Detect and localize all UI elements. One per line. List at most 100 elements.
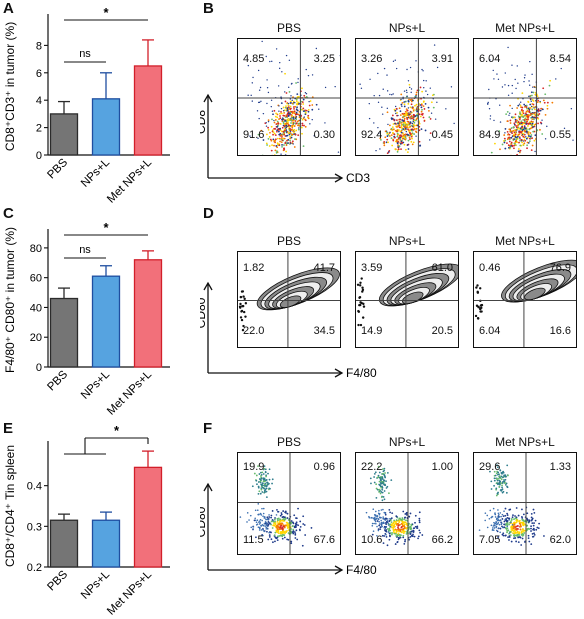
flow-event [276, 509, 278, 511]
flow-event [288, 91, 291, 93]
flow-event [262, 529, 265, 531]
flow-event [517, 514, 520, 517]
flow-event [523, 138, 526, 141]
flow-event [494, 142, 496, 145]
flow-event [381, 488, 384, 491]
flow-event [256, 519, 259, 521]
flow-event [297, 122, 300, 125]
flow-event [281, 528, 284, 531]
flow-event [509, 122, 512, 124]
flow-event [280, 534, 283, 537]
flow-event [266, 102, 268, 105]
flow-event [519, 104, 522, 107]
flow-event [400, 126, 403, 128]
quadrant-percentage-ur: 41.7 [313, 262, 335, 274]
flow-event [563, 127, 566, 130]
flow-event [536, 101, 539, 104]
flow-event [411, 122, 414, 125]
flow-event [271, 510, 274, 512]
flow-event [411, 107, 414, 110]
flow-event [404, 138, 407, 141]
flow-event [287, 538, 290, 541]
flow-event [416, 527, 419, 529]
flow-event [383, 490, 386, 492]
flow-event [399, 118, 401, 121]
flow-event [528, 80, 530, 82]
flow-contour [524, 287, 546, 301]
flow-event [429, 132, 432, 134]
panel-letter-d: D [203, 205, 214, 222]
flow-event [406, 112, 409, 115]
flow-event [265, 524, 268, 526]
flow-event [405, 116, 408, 119]
flow-event [381, 499, 384, 502]
flow-event [397, 144, 400, 147]
flow-event [510, 141, 513, 144]
flow-event [379, 523, 381, 525]
flow-plot: 29.6 1.33 7.05 62.0 [473, 452, 577, 555]
y-tick-label: 0.4 [27, 481, 42, 493]
flow-event [291, 524, 294, 527]
flow-event [531, 144, 534, 147]
flow-event [504, 482, 507, 484]
flow-event [508, 128, 511, 131]
bar [133, 259, 163, 368]
bar [91, 275, 121, 368]
flow-event [284, 518, 287, 520]
y-axis-arrowhead [203, 482, 213, 492]
flow-event [515, 540, 518, 543]
flow-event [406, 526, 408, 529]
flow-plot-title: NPs+L [388, 21, 426, 35]
flow-event [505, 113, 508, 116]
flow-event [533, 533, 536, 536]
flow-event [386, 527, 389, 530]
flow-event [396, 135, 399, 138]
flow-event [303, 124, 305, 127]
flow-event [504, 534, 507, 537]
flow-event [270, 139, 273, 142]
flow-event [523, 80, 525, 83]
flow-event [274, 115, 277, 118]
flow-event [270, 105, 272, 108]
flow-event [544, 113, 547, 116]
flow-event [287, 132, 290, 135]
flow-event [267, 119, 270, 122]
flow-event [421, 113, 424, 116]
flow-event [307, 74, 310, 77]
flow-event [267, 472, 269, 475]
flow-event [297, 113, 300, 116]
flow-event [257, 481, 260, 483]
flow-event [274, 149, 277, 152]
quadrant-percentage-lr: 16.6 [549, 325, 571, 337]
flow-event [410, 114, 413, 117]
flow-event [534, 86, 536, 88]
flow-event [383, 469, 386, 472]
flow-event [254, 536, 257, 539]
flow-event [522, 533, 525, 536]
flow-event [315, 103, 318, 106]
flow-event [388, 150, 391, 152]
flow-event [289, 135, 292, 138]
flow-event [402, 527, 404, 530]
flow-event [506, 527, 509, 530]
flow-event [529, 103, 532, 106]
flow-event [274, 134, 277, 137]
flow-event [276, 130, 278, 133]
flow-event [276, 120, 279, 123]
flow-event [541, 133, 544, 135]
flow-event [501, 518, 504, 520]
significance-label: ns [79, 244, 91, 256]
flow-event [265, 122, 267, 124]
flow-event [522, 112, 525, 115]
flow-event [517, 541, 520, 544]
flow-event [266, 516, 269, 519]
panel-letter-a: A [3, 0, 14, 17]
flow-event [285, 134, 288, 137]
flow-event [383, 142, 386, 145]
flow-event [257, 492, 260, 495]
flow-event [514, 120, 517, 123]
flow-event [283, 144, 285, 146]
flow-x-axis-label: F4/80 [346, 366, 377, 380]
flow-event [301, 101, 304, 104]
flow-event [499, 527, 502, 530]
